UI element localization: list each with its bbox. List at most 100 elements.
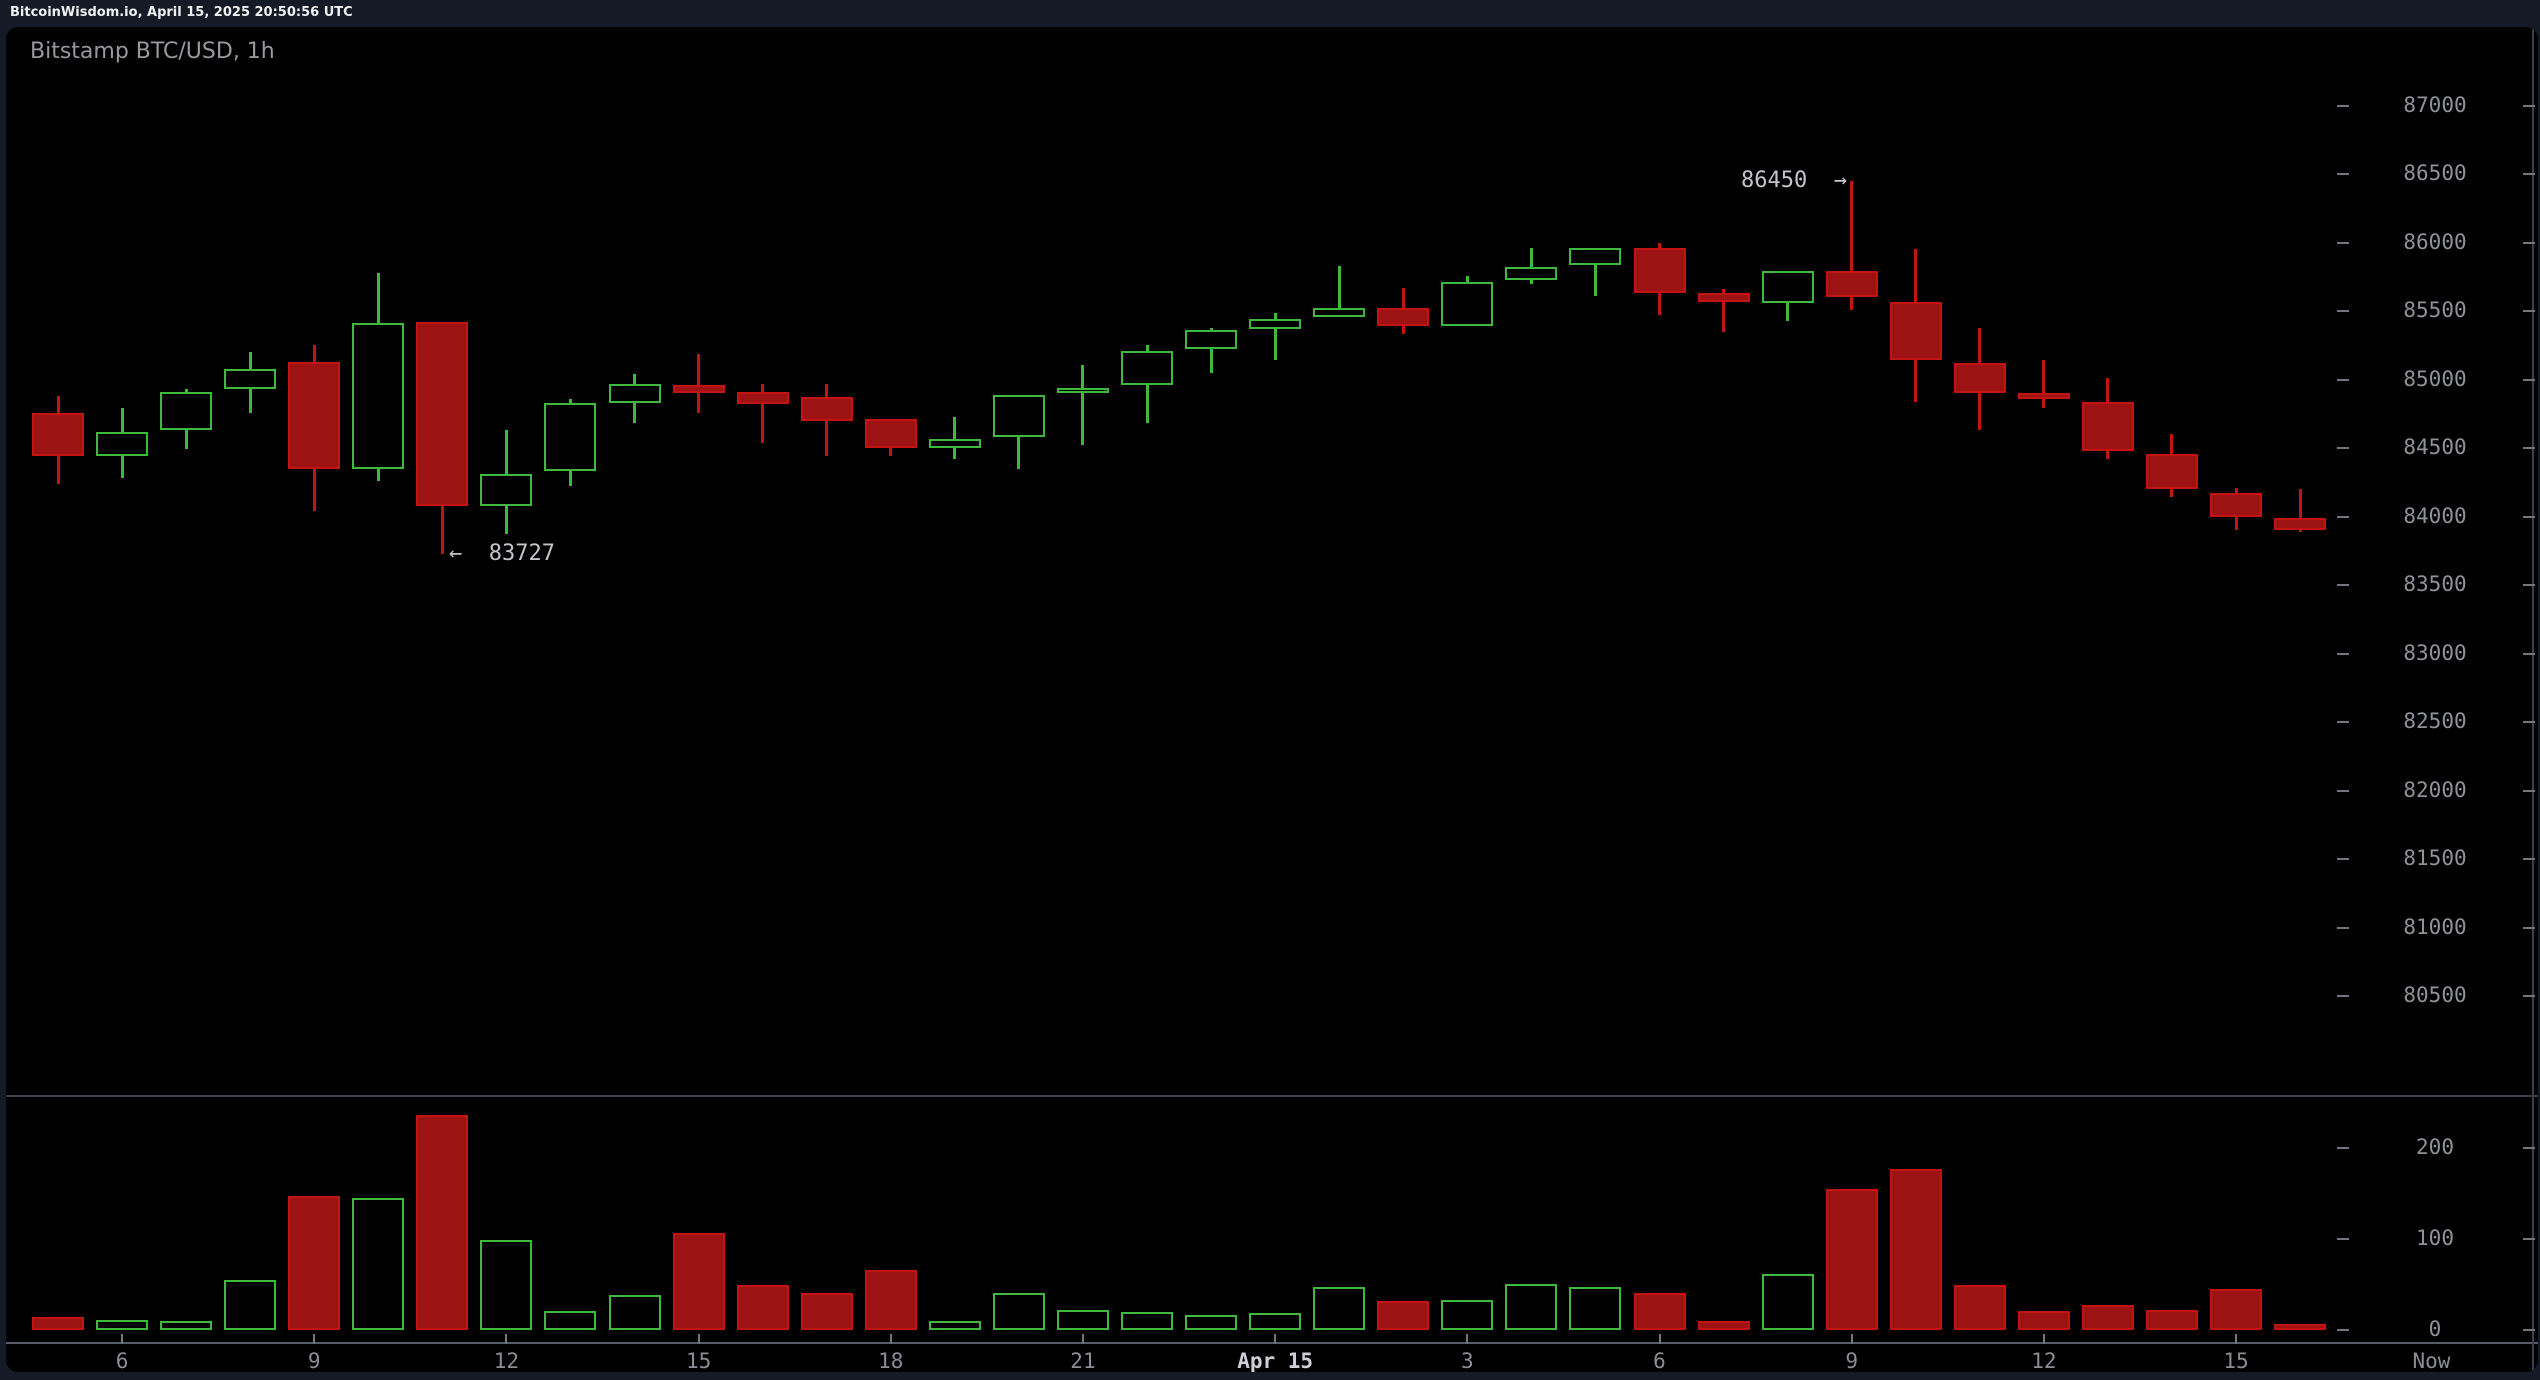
candle-body-down[interactable] (2081, 401, 2134, 451)
candle-upper-wick-up (376, 272, 380, 324)
candle-body-up[interactable] (992, 394, 1045, 438)
candle-upper-wick-down (1722, 289, 1726, 294)
candle-body-up[interactable] (1505, 267, 1558, 280)
volume-tick-right (2523, 1238, 2535, 1240)
price-axis-label: 81500 (2403, 846, 2467, 871)
volume-bar-down[interactable] (32, 1317, 84, 1330)
candle-body-up[interactable] (928, 438, 981, 449)
candle-body-down[interactable] (2274, 517, 2327, 531)
candle-lower-wick-up (953, 448, 957, 460)
price-tick-right (2523, 378, 2535, 381)
candle-body-down[interactable] (416, 322, 469, 506)
candle-body-down[interactable] (2017, 393, 2070, 399)
volume-bar-down[interactable] (736, 1285, 789, 1330)
candle-body-down[interactable] (864, 419, 917, 449)
volume-bar-up[interactable] (1441, 1299, 1494, 1330)
candle-body-up[interactable] (1056, 387, 1109, 394)
candle-body-up[interactable] (1313, 308, 1366, 317)
volume-bar-down[interactable] (2081, 1305, 2134, 1330)
volume-tick-left (2337, 1238, 2349, 1240)
price-tick-right (2523, 173, 2535, 176)
candle-body-down[interactable] (288, 361, 341, 469)
volume-bar-up[interactable] (1505, 1283, 1558, 1330)
volume-bar-down[interactable] (1377, 1300, 1430, 1330)
volume-bar-down[interactable] (1697, 1320, 1750, 1330)
candle-body-up[interactable] (352, 323, 405, 469)
candle-body-down[interactable] (32, 412, 84, 457)
volume-bar-up[interactable] (1249, 1312, 1302, 1330)
volume-bar-down[interactable] (416, 1115, 469, 1330)
candle-upper-wick-up (1081, 364, 1085, 388)
candle-body-up[interactable] (544, 402, 597, 472)
volume-bar-down[interactable] (672, 1232, 725, 1330)
candle-body-down[interactable] (1889, 301, 1942, 361)
volume-bar-down[interactable] (2210, 1289, 2263, 1330)
volume-bar-down[interactable] (1889, 1168, 1942, 1330)
candle-body-down[interactable] (1825, 271, 1878, 298)
candle-lower-wick-down (2106, 450, 2110, 460)
candle-body-up[interactable] (480, 474, 533, 506)
candle-body-up[interactable] (1185, 330, 1238, 350)
volume-bar-up[interactable] (1185, 1315, 1238, 1330)
candle-body-up[interactable] (1569, 248, 1622, 265)
volume-bar-up[interactable] (928, 1320, 981, 1330)
volume-bar-up[interactable] (1761, 1273, 1814, 1330)
pane-separator-line (6, 1095, 2538, 1097)
volume-bar-up[interactable] (608, 1295, 661, 1330)
candle-lower-wick-down (312, 468, 316, 512)
volume-bar-up[interactable] (224, 1279, 277, 1330)
volume-axis-label: 200 (2416, 1135, 2454, 1159)
candle-body-up[interactable] (1249, 319, 1302, 329)
volume-bar-down[interactable] (800, 1292, 853, 1330)
volume-bar-up[interactable] (1569, 1287, 1622, 1330)
volume-bar-down[interactable] (1953, 1284, 2006, 1330)
candle-lower-wick-up (1209, 349, 1213, 373)
candle-body-up[interactable] (608, 383, 661, 403)
time-axis-label: 9 (307, 1349, 321, 1372)
candle-body-down[interactable] (1953, 363, 2006, 394)
volume-bar-up[interactable] (160, 1320, 213, 1330)
volume-bar-up[interactable] (480, 1239, 533, 1330)
volume-bar-down[interactable] (1633, 1292, 1686, 1330)
volume-tick-left (2337, 1329, 2349, 1331)
candle-body-down[interactable] (800, 397, 853, 421)
volume-bar-up[interactable] (1056, 1309, 1109, 1330)
candle-body-down[interactable] (1377, 308, 1430, 327)
volume-bar-up[interactable] (96, 1319, 149, 1330)
volume-bar-up[interactable] (992, 1292, 1045, 1330)
volume-bar-down[interactable] (2145, 1309, 2198, 1330)
candle-body-up[interactable] (224, 368, 277, 390)
volume-bar-up[interactable] (544, 1310, 597, 1330)
candle-body-up[interactable] (1121, 350, 1174, 386)
volume-bar-up[interactable] (352, 1198, 405, 1330)
candle-body-down[interactable] (672, 385, 725, 394)
volume-bar-down[interactable] (288, 1196, 341, 1330)
candle-body-down[interactable] (736, 391, 789, 405)
candle-lower-wick-down (1850, 297, 1854, 310)
volume-bar-down[interactable] (1825, 1188, 1878, 1330)
candle-body-down[interactable] (2145, 453, 2198, 490)
candle-body-down[interactable] (1697, 293, 1750, 302)
candle-body-up[interactable] (96, 431, 149, 457)
price-tick-left (2337, 721, 2349, 724)
candle-upper-wick-up (568, 398, 572, 403)
time-axis-label: 12 (2031, 1349, 2057, 1372)
candle-lower-wick-up (1529, 279, 1533, 284)
volume-bar-down[interactable] (2274, 1323, 2327, 1330)
chart-canvas[interactable]: Bitstamp BTC/USD, 1h ← 83727 86450 → 870… (6, 27, 2538, 1372)
candle-lower-wick-up (1017, 437, 1021, 469)
candle-body-up[interactable] (1441, 282, 1494, 327)
candle-body-down[interactable] (1633, 248, 1686, 294)
candle-body-up[interactable] (1761, 271, 1814, 303)
candle-upper-wick-up (184, 389, 188, 392)
high-price-annotation: 86450 → (1741, 168, 1847, 193)
volume-bar-down[interactable] (864, 1269, 917, 1330)
volume-bar-up[interactable] (1313, 1287, 1366, 1330)
price-tick-right (2523, 721, 2535, 724)
price-axis-label: 84000 (2403, 503, 2467, 528)
volume-bar-down[interactable] (2017, 1310, 2070, 1330)
candle-body-down[interactable] (2210, 493, 2263, 517)
candle-body-up[interactable] (160, 391, 213, 431)
volume-bar-up[interactable] (1121, 1311, 1174, 1330)
price-axis-label: 86000 (2403, 229, 2467, 254)
